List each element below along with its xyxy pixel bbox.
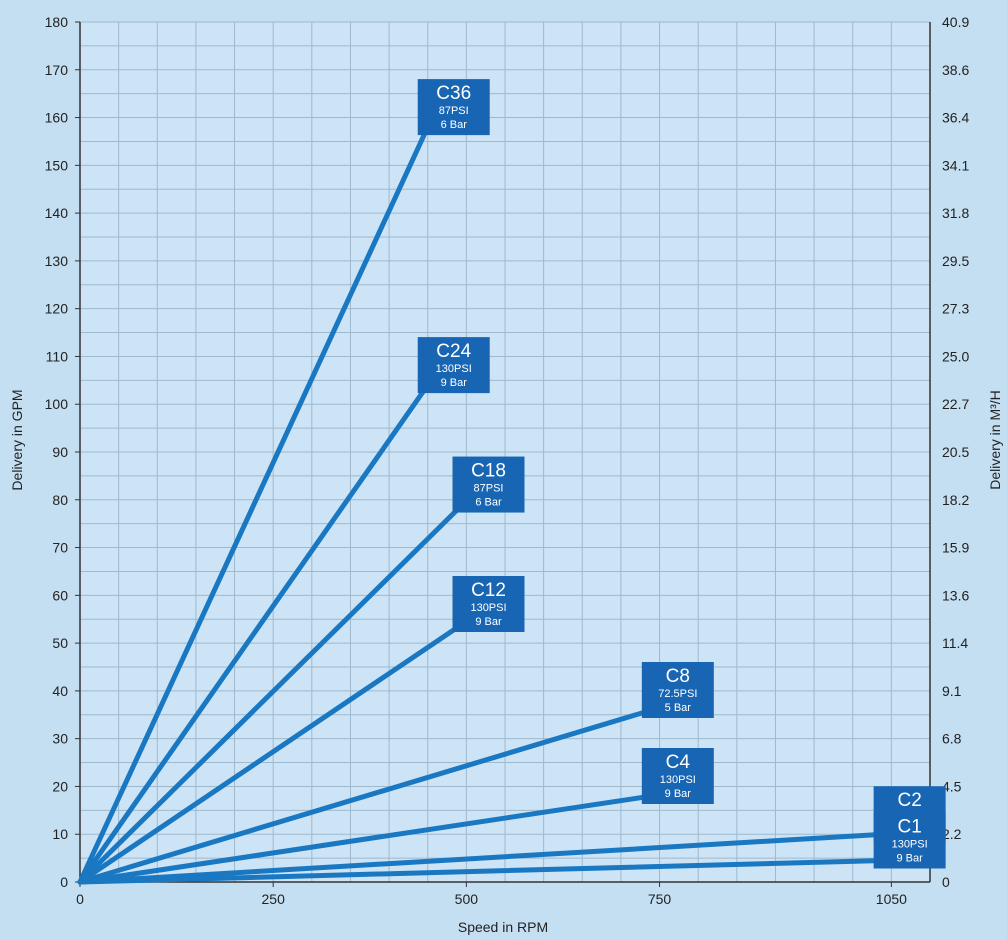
y2-tick-label: 29.5 bbox=[942, 253, 969, 269]
series-label-psi: 72.5PSI bbox=[658, 688, 697, 700]
series-label-model: C1 bbox=[897, 817, 921, 838]
series-label-model: C24 bbox=[436, 341, 471, 362]
series-line-c24 bbox=[77, 382, 431, 885]
y2-tick-label: 34.1 bbox=[942, 157, 969, 173]
y-tick-label: 160 bbox=[45, 110, 69, 126]
x-tick-label: 500 bbox=[455, 891, 479, 907]
series-label-bar: 6 Bar bbox=[475, 497, 502, 509]
y-tick-label: 130 bbox=[45, 253, 69, 269]
y-tick-label: 50 bbox=[52, 635, 68, 651]
series-label-psi: 130PSI bbox=[892, 839, 928, 851]
y-axis-title: Delivery in GPM bbox=[9, 389, 25, 490]
series-label-box bbox=[873, 812, 946, 869]
y-tick-label: 120 bbox=[45, 301, 69, 317]
series-label-model: C18 bbox=[471, 461, 506, 482]
series-label-model: C8 bbox=[666, 666, 690, 687]
series-label-psi: 87PSI bbox=[439, 105, 469, 117]
series-label-box bbox=[417, 79, 490, 136]
series-label-box bbox=[641, 748, 714, 804]
y-tick-label: 60 bbox=[52, 587, 68, 603]
x-tick-label: 750 bbox=[648, 891, 672, 907]
series-label-box bbox=[452, 456, 525, 513]
y2-tick-label: 4.5 bbox=[942, 778, 962, 794]
y2-tick-label: 9.1 bbox=[942, 683, 962, 699]
y2-tick-label: 15.9 bbox=[942, 540, 969, 556]
y-tick-label: 0 bbox=[60, 874, 68, 890]
series-label-bar: 9 Bar bbox=[475, 616, 502, 628]
y2-tick-label: 13.6 bbox=[942, 587, 969, 603]
y-tick-label: 110 bbox=[46, 348, 69, 364]
y-tick-label: 40 bbox=[52, 683, 68, 699]
series-label-bar: 5 Bar bbox=[665, 702, 692, 714]
y-tick-label: 180 bbox=[45, 14, 69, 30]
y-tick-label: 70 bbox=[52, 540, 68, 556]
y2-tick-label: 27.3 bbox=[942, 301, 969, 317]
series-label-psi: 130PSI bbox=[470, 602, 506, 614]
y-tick-label: 100 bbox=[45, 396, 69, 412]
y-tick-label: 150 bbox=[45, 157, 69, 173]
series-line-c2 bbox=[77, 831, 887, 885]
x-tick-label: 0 bbox=[76, 891, 84, 907]
y-tick-label: 170 bbox=[45, 62, 69, 78]
x-tick-label: 250 bbox=[262, 891, 286, 907]
series-lines bbox=[77, 124, 887, 885]
y2-tick-label: 6.8 bbox=[942, 731, 962, 747]
series-label-bar: 9 Bar bbox=[665, 788, 692, 800]
y2-tick-label: 36.4 bbox=[942, 110, 969, 126]
y2-tick-label: 25.0 bbox=[942, 348, 969, 364]
series-label-psi: 130PSI bbox=[660, 774, 696, 786]
y2-axis-title: Delivery in M³/H bbox=[987, 390, 1003, 490]
series-line-c1 bbox=[77, 858, 887, 885]
series-line-c36 bbox=[77, 124, 431, 885]
series-line-c8 bbox=[77, 707, 655, 885]
series-label-model: C36 bbox=[436, 83, 471, 104]
series-label-psi: 130PSI bbox=[436, 363, 472, 375]
y-tick-label: 10 bbox=[52, 826, 68, 842]
series-label-box bbox=[641, 662, 714, 718]
y2-tick-label: 0 bbox=[942, 874, 950, 890]
y2-tick-label: 2.2 bbox=[942, 826, 962, 842]
series-line-c18 bbox=[77, 502, 465, 885]
y2-tick-label: 31.8 bbox=[942, 205, 969, 221]
x-tick-label: 1050 bbox=[876, 891, 907, 907]
series-label-bar: 9 Bar bbox=[441, 377, 468, 389]
y2-tick-label: 18.2 bbox=[942, 492, 969, 508]
series-line-c12 bbox=[77, 621, 465, 885]
y-tick-label: 20 bbox=[52, 778, 68, 794]
y-tick-label: 80 bbox=[52, 492, 68, 508]
y-tick-label: 140 bbox=[45, 205, 69, 221]
series-label-model: C12 bbox=[471, 580, 506, 601]
y-tick-label: 30 bbox=[52, 731, 68, 747]
series-label-bar: 6 Bar bbox=[441, 119, 468, 131]
chart-grid bbox=[79, 21, 931, 883]
y2-tick-label: 20.5 bbox=[942, 444, 969, 460]
y2-tick-label: 11.4 bbox=[942, 635, 968, 651]
y2-tick-label: 40.9 bbox=[942, 14, 969, 30]
series-label-bar: 9 Bar bbox=[896, 853, 923, 865]
series-label-box bbox=[452, 576, 525, 632]
series-label-model: C4 bbox=[666, 752, 691, 773]
tick-labels: 0 10 20 30 40 50 60 70 80 90 100 110 120 130 140 150 160… bbox=[45, 14, 970, 907]
y2-tick-label: 38.6 bbox=[942, 62, 969, 78]
y2-tick-label: 22.7 bbox=[942, 396, 969, 412]
series-label-psi: 87PSI bbox=[474, 483, 504, 495]
series-line-c4 bbox=[77, 793, 655, 885]
series-label-box bbox=[417, 337, 490, 394]
series-label-model: C2 bbox=[897, 790, 921, 811]
y-tick-label: 90 bbox=[52, 444, 68, 460]
x-axis-title: Speed in RPM bbox=[458, 919, 548, 935]
